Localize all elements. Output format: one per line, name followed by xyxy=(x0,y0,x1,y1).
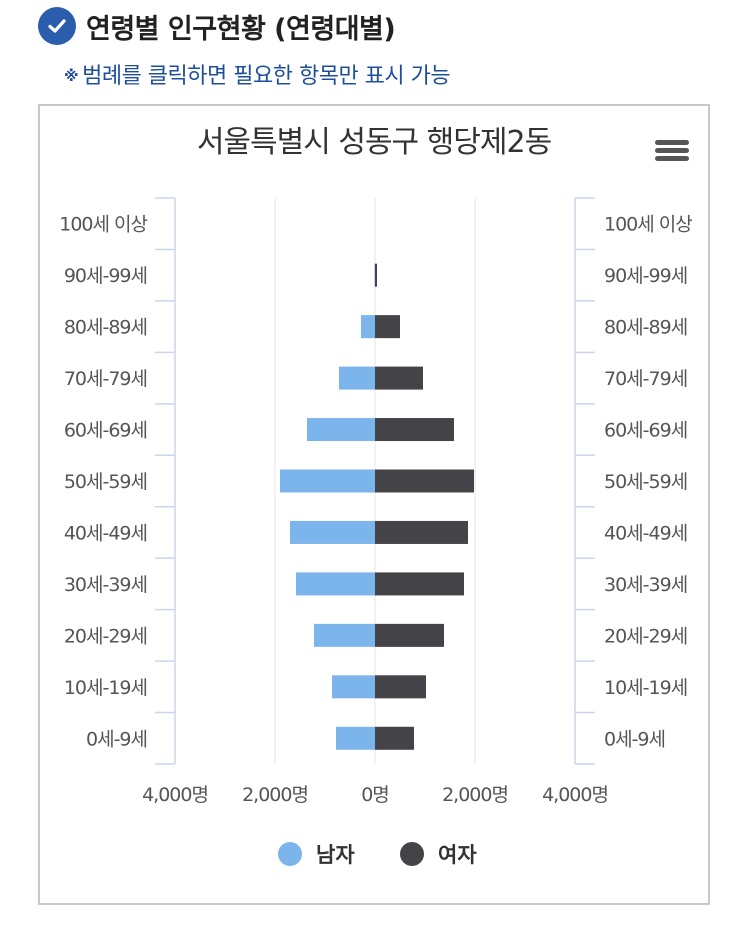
male-bar[interactable] xyxy=(336,726,375,750)
right-category-label: 0세-9세 xyxy=(604,728,665,750)
x-tick-label: 4,000명 xyxy=(542,784,608,806)
left-category-label: 70세-79세 xyxy=(64,368,147,390)
male-bar[interactable] xyxy=(307,418,375,442)
left-category-label: 30세-39세 xyxy=(64,574,147,596)
female-bar[interactable] xyxy=(375,675,426,699)
x-tick-label: 0명 xyxy=(361,784,389,806)
page-title: 연령별 인구현황 (연령대별) xyxy=(86,13,396,45)
male-bar[interactable] xyxy=(296,572,375,596)
female-bar[interactable] xyxy=(375,366,423,390)
legend-label-female[interactable]: 여자 xyxy=(438,843,477,867)
left-category-label: 100세 이상 xyxy=(59,214,147,236)
hamburger-menu-icon xyxy=(655,140,689,145)
male-bar[interactable] xyxy=(280,469,375,493)
right-category-label: 100세 이상 xyxy=(604,214,692,236)
legend-marker-male[interactable] xyxy=(278,842,302,866)
population-pyramid-chart: 서울특별시 성동구 행당제2동 100세 이상 100세 이상 90세-99세 90세-… xyxy=(59,125,693,867)
female-bar[interactable] xyxy=(375,726,414,750)
chart-title: 서울특별시 성동구 행당제2동 xyxy=(197,125,552,160)
female-bar[interactable] xyxy=(375,263,377,287)
legend-notice: ※ 범례를 클릭하면 필요한 항목만 표시 가능 xyxy=(64,58,451,90)
right-category-label: 50세-59세 xyxy=(604,471,687,493)
left-category-label: 0세-9세 xyxy=(86,728,147,750)
male-bar[interactable] xyxy=(374,263,376,287)
right-category-label: 30세-39세 xyxy=(604,574,687,596)
male-bar[interactable] xyxy=(339,366,375,390)
female-bar[interactable] xyxy=(375,418,454,442)
legend-marker-female[interactable] xyxy=(400,842,424,866)
female-bar[interactable] xyxy=(375,520,468,544)
right-category-label: 60세-69세 xyxy=(604,420,687,442)
right-category-label: 90세-99세 xyxy=(604,265,687,287)
left-category-label: 40세-49세 xyxy=(64,522,147,544)
female-bar[interactable] xyxy=(375,623,444,647)
left-category-label: 50세-59세 xyxy=(64,471,147,493)
right-category-label: 70세-79세 xyxy=(604,368,687,390)
female-bar[interactable] xyxy=(375,315,400,339)
x-tick-label: 2,000명 xyxy=(242,784,308,806)
male-bar[interactable] xyxy=(332,675,375,699)
section-heading: 연령별 인구현황 (연령대별) xyxy=(38,6,396,46)
right-category-label: 80세-89세 xyxy=(604,317,687,339)
left-category-label: 60세-69세 xyxy=(64,420,147,442)
left-category-label: 80세-89세 xyxy=(64,317,147,339)
left-category-label: 90세-99세 xyxy=(64,265,147,287)
x-tick-label: 4,000명 xyxy=(142,784,208,806)
notice-text: 범례를 클릭하면 필요한 항목만 표시 가능 xyxy=(82,64,451,89)
chart-container: 서울특별시 성동구 행당제2동 100세 이상 100세 이상 90세-99세 90세-… xyxy=(38,104,710,905)
left-category-label: 10세-19세 xyxy=(64,677,147,699)
chart-menu-button[interactable] xyxy=(652,137,692,171)
female-bar[interactable] xyxy=(375,572,464,596)
male-bar[interactable] xyxy=(290,520,375,544)
male-bar[interactable] xyxy=(361,315,375,339)
right-category-label: 40세-49세 xyxy=(604,522,687,544)
legend-label-male[interactable]: 남자 xyxy=(316,843,355,867)
male-bar[interactable] xyxy=(314,623,375,647)
check-circle-icon xyxy=(38,7,76,45)
right-category-label: 10세-19세 xyxy=(604,677,687,699)
left-category-label: 20세-29세 xyxy=(64,625,147,647)
x-tick-label: 2,000명 xyxy=(442,784,508,806)
right-category-label: 20세-29세 xyxy=(604,625,687,647)
notice-mark: ※ xyxy=(64,67,79,85)
female-bar[interactable] xyxy=(375,469,474,493)
